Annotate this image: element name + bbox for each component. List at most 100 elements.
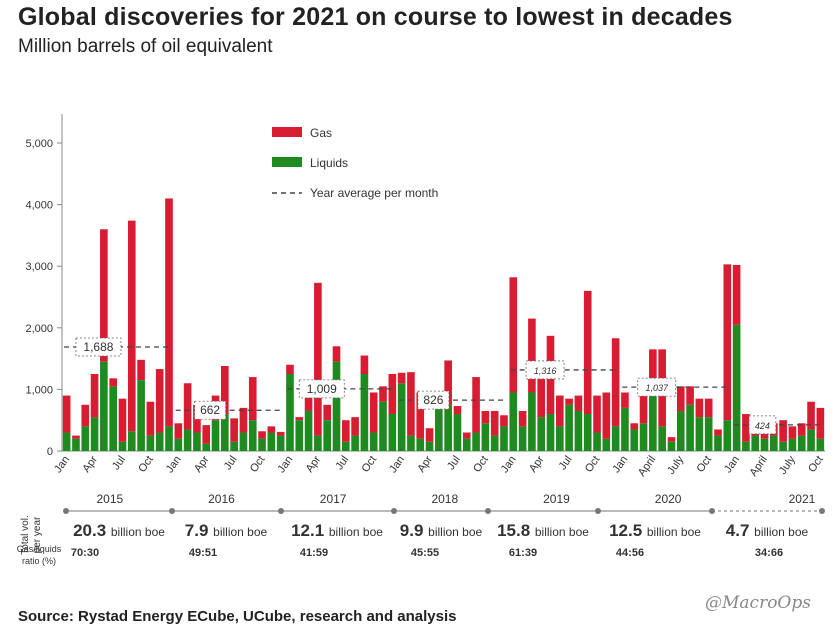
bar-gas <box>379 386 387 402</box>
gas-liquids-ratio-value: 34:66 <box>755 547 783 559</box>
bar-gas <box>304 386 313 411</box>
bar-liquids <box>714 435 722 451</box>
gas-liquids-ratio-value: 61:39 <box>509 547 537 559</box>
annual-total-value: 20.3 billion boe <box>73 521 165 540</box>
gas-liquids-ratio-value: 49:51 <box>189 547 217 559</box>
bar-liquids <box>472 432 480 451</box>
bar-gas <box>276 431 285 436</box>
year-average-box <box>637 377 677 397</box>
bar-liquids <box>174 438 183 451</box>
watermark: @MacroOps <box>705 593 811 613</box>
bar-gas <box>667 437 676 442</box>
bar-liquids <box>90 417 99 451</box>
bar-gas <box>639 386 648 424</box>
bar-gas <box>407 372 415 436</box>
bar-gas <box>183 383 192 430</box>
year-average-label: 1,316 <box>534 366 557 376</box>
bar-liquids <box>295 420 304 451</box>
bar-liquids <box>425 441 434 451</box>
source-note: Source: Rystad Energy ECube, UCube, rese… <box>18 608 457 625</box>
bar-liquids <box>453 414 462 451</box>
bar-liquids <box>462 438 471 451</box>
y-tick-label: 3,000 <box>25 261 53 273</box>
bar-liquids <box>565 404 573 451</box>
bar-gas <box>788 426 797 439</box>
bar-gas <box>388 374 397 415</box>
bar-liquids <box>155 432 164 451</box>
bar-gas <box>314 282 322 436</box>
y-tick-label: 1,000 <box>25 384 53 396</box>
month-tick-label: Oct <box>806 454 826 475</box>
bar-liquids <box>602 438 611 451</box>
bar-gas <box>797 423 806 436</box>
annual-total-value: 12.5 billion boe <box>609 521 701 540</box>
bar-gas <box>90 374 99 418</box>
month-tick-label: Apr <box>304 454 324 475</box>
bar-gas <box>611 338 620 427</box>
year-average-box <box>417 390 450 410</box>
year-average-label: 662 <box>200 403 220 417</box>
chart-title: Global discoveries for 2021 on course to… <box>18 3 733 31</box>
bar-liquids <box>407 435 415 451</box>
bar-gas <box>574 395 583 411</box>
bar-liquids <box>770 435 778 451</box>
bar-liquids <box>314 435 322 451</box>
bar-gas <box>723 264 732 421</box>
annual-total-value: 7.9 billion boe <box>185 521 268 540</box>
bar-liquids <box>723 420 732 451</box>
bar-gas <box>341 420 350 442</box>
totals-separator-dot <box>709 508 715 514</box>
bar-liquids <box>239 432 248 451</box>
bar-liquids <box>574 410 583 451</box>
year-average-box <box>194 400 227 420</box>
bar-liquids <box>676 410 685 451</box>
annual-total-value: 4.7 billion boe <box>726 521 809 540</box>
bar-liquids <box>518 426 527 451</box>
y-tick-label: 0 <box>47 446 53 458</box>
year-average-label: 424 <box>755 421 770 431</box>
bar-liquids <box>267 432 276 451</box>
y-tick-label: 2,000 <box>25 323 53 335</box>
bar-liquids <box>528 392 536 451</box>
bar-liquids <box>276 435 285 451</box>
ratio-row-label: ratio (%) <box>22 556 56 566</box>
bar-gas <box>649 349 657 393</box>
bar-gas <box>518 410 527 427</box>
bar-gas <box>146 401 155 436</box>
bar-liquids <box>797 435 806 451</box>
bar-liquids <box>397 383 406 451</box>
year-label: 2016 <box>208 492 235 506</box>
gas-liquids-ratio-value: 41:59 <box>300 547 328 559</box>
bar-liquids <box>369 432 378 451</box>
bar-liquids <box>62 432 71 451</box>
totals-separator-dot <box>595 508 601 514</box>
bar-gas <box>528 318 536 393</box>
y-tick-label: 5,000 <box>25 138 53 150</box>
totals-separator-dot <box>485 508 491 514</box>
bar-gas <box>779 420 787 442</box>
bar-gas <box>621 392 629 408</box>
bar-liquids <box>500 426 508 451</box>
bar-gas <box>174 423 183 439</box>
bar-liquids <box>211 420 220 451</box>
bar-gas <box>630 423 639 430</box>
totals-separator-dot <box>63 508 69 514</box>
bar-gas <box>462 432 471 439</box>
bar-liquids <box>658 426 666 451</box>
legend-label-liquids: Liquids <box>310 156 348 170</box>
bar-gas <box>816 407 825 439</box>
bar-liquids <box>537 417 546 451</box>
bar-gas <box>509 277 518 393</box>
bar-gas <box>444 360 452 405</box>
bar-liquids <box>221 414 229 451</box>
year-average-label: 1,009 <box>307 382 337 396</box>
chart-subtitle: Million barrels of oil equivalent <box>18 36 273 57</box>
bar-liquids <box>704 417 713 451</box>
bar-liquids <box>555 426 564 451</box>
legend: Gas Liquids Year average per month <box>272 126 438 200</box>
bar-liquids <box>183 429 192 451</box>
month-tick-label: Apr <box>415 454 435 475</box>
bar-gas <box>109 378 117 387</box>
bar-gas <box>565 398 573 405</box>
bar-gas <box>62 395 71 433</box>
